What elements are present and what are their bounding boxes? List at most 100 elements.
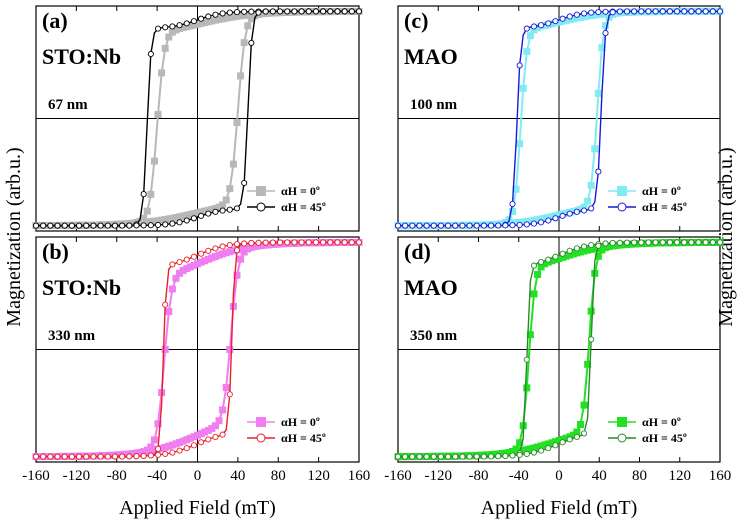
data-point-circle	[516, 221, 523, 228]
data-point-circle	[623, 239, 631, 246]
data-point-square	[208, 424, 216, 432]
data-point-circle	[83, 222, 90, 229]
data-point-circle	[466, 222, 473, 229]
data-point-circle	[616, 239, 623, 246]
data-point-square	[491, 220, 499, 228]
data-point-circle	[566, 13, 573, 20]
x-tick-label: 120	[307, 468, 330, 484]
data-point-circle	[688, 8, 695, 15]
data-point-square	[591, 145, 599, 153]
data-point-square	[240, 244, 248, 252]
data-point-square	[186, 263, 194, 271]
data-point-circle	[226, 206, 233, 213]
data-point-square	[562, 434, 570, 442]
data-point-circle	[695, 8, 702, 15]
data-point-circle	[276, 8, 284, 15]
data-point-circle	[716, 8, 724, 15]
data-point-circle	[609, 9, 616, 16]
data-point-square	[219, 201, 227, 209]
data-point-square	[562, 16, 570, 24]
data-point-square	[612, 9, 620, 17]
data-point-square	[584, 197, 592, 205]
data-point-square	[541, 260, 549, 268]
data-point-square	[523, 384, 531, 392]
data-point-circle	[176, 447, 183, 454]
x-tick-label: 0	[194, 468, 202, 484]
data-point-square	[251, 12, 259, 20]
data-point-square	[555, 437, 563, 445]
data-point-square	[483, 451, 491, 459]
data-point-circle	[559, 15, 566, 22]
data-point-square	[641, 239, 649, 247]
data-point-circle	[545, 445, 552, 452]
data-point-square	[172, 26, 180, 34]
thickness-label: 330 nm	[48, 328, 96, 344]
data-point-square	[512, 448, 520, 456]
data-point-square	[197, 208, 205, 216]
series-line	[36, 10, 359, 227]
data-point-circle	[140, 222, 147, 229]
data-point-circle	[226, 391, 233, 398]
data-point-square	[534, 216, 542, 224]
data-point-circle	[552, 18, 559, 25]
data-point-square	[115, 220, 123, 228]
data-point-circle	[595, 242, 602, 249]
data-point-square	[240, 39, 248, 47]
data-point-circle	[47, 222, 54, 229]
panel-letter: (b)	[42, 239, 69, 264]
data-point-square	[280, 8, 288, 16]
data-point-square	[648, 239, 656, 247]
data-point-circle	[452, 453, 459, 460]
data-point-circle	[276, 239, 284, 246]
data-point-circle	[169, 261, 176, 268]
x-tick-label: 40	[592, 468, 607, 484]
data-point-square	[165, 33, 173, 41]
data-point-circle	[154, 451, 162, 458]
data-point-circle	[111, 222, 119, 229]
data-point-circle	[580, 207, 588, 214]
data-point-circle	[334, 8, 341, 15]
data-point-circle	[90, 222, 97, 229]
data-point-square	[498, 450, 506, 458]
data-point-square	[530, 444, 538, 452]
data-point-square	[161, 443, 169, 451]
data-point-square	[587, 307, 595, 315]
data-point-square	[569, 250, 577, 258]
data-point-circle	[659, 239, 666, 246]
data-point-square	[147, 218, 155, 226]
data-point-circle	[97, 222, 104, 229]
thickness-label: 350 nm	[410, 328, 458, 344]
data-point-square	[233, 119, 241, 127]
data-point-circle	[176, 22, 183, 29]
data-point-circle	[466, 453, 473, 460]
data-point-square	[158, 216, 166, 224]
data-point-square	[115, 451, 123, 459]
data-point-circle	[255, 9, 262, 16]
data-point-square	[483, 221, 491, 229]
data-point-square	[222, 249, 230, 257]
data-point-circle	[162, 24, 169, 31]
data-point-square	[183, 265, 191, 273]
data-point-circle	[473, 222, 480, 229]
data-point-circle	[76, 453, 83, 460]
data-point-circle	[616, 8, 623, 15]
data-point-square	[551, 438, 559, 446]
data-point-circle	[190, 18, 197, 25]
data-point-circle	[312, 239, 319, 246]
thickness-label: 67 nm	[48, 97, 88, 113]
data-point-circle	[530, 262, 538, 269]
data-point-circle	[198, 250, 205, 257]
data-point-square	[183, 23, 191, 31]
data-point-circle	[609, 240, 616, 247]
substrate-label: STO:Nb	[42, 44, 121, 69]
panel-letter: (a)	[42, 8, 68, 33]
data-point-square	[219, 406, 227, 414]
data-point-circle	[348, 239, 355, 246]
data-point-circle	[219, 431, 226, 438]
data-point-circle	[298, 239, 305, 246]
legend-label: αH = 0º	[642, 415, 681, 429]
data-point-circle	[147, 50, 154, 58]
data-point-square	[598, 44, 606, 52]
data-point-circle	[183, 217, 190, 224]
data-point-square	[498, 220, 506, 228]
